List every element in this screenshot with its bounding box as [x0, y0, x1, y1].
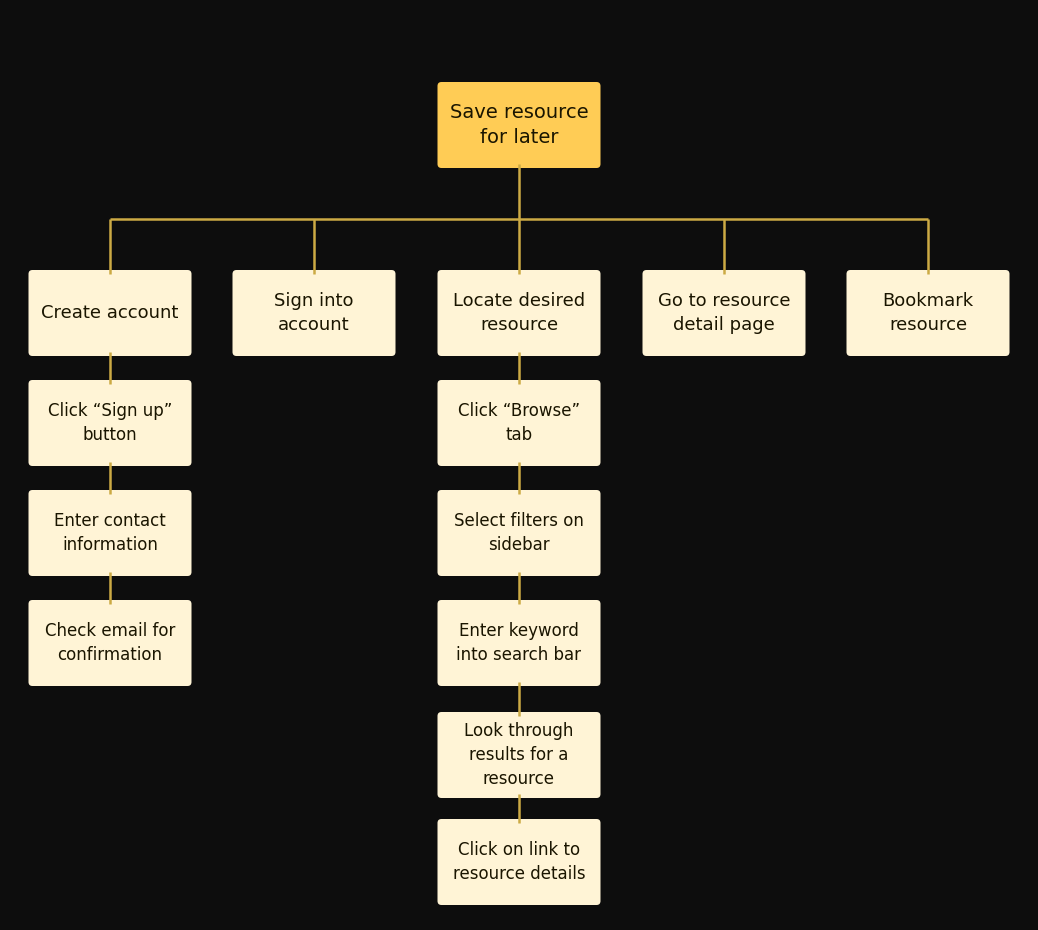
FancyBboxPatch shape: [437, 490, 601, 576]
Text: Save resource
for later: Save resource for later: [449, 103, 589, 147]
Text: Select filters on
sidebar: Select filters on sidebar: [454, 512, 584, 553]
Text: Bookmark
resource: Bookmark resource: [882, 292, 974, 334]
FancyBboxPatch shape: [437, 819, 601, 905]
Text: Locate desired
resource: Locate desired resource: [453, 292, 585, 334]
FancyBboxPatch shape: [28, 380, 191, 466]
Text: Click “Sign up”
button: Click “Sign up” button: [48, 402, 172, 444]
Text: Create account: Create account: [42, 304, 179, 322]
FancyBboxPatch shape: [437, 712, 601, 798]
FancyBboxPatch shape: [437, 82, 601, 168]
Text: Enter contact
information: Enter contact information: [54, 512, 166, 553]
FancyBboxPatch shape: [28, 490, 191, 576]
FancyBboxPatch shape: [847, 270, 1010, 356]
FancyBboxPatch shape: [28, 270, 191, 356]
Text: Sign into
account: Sign into account: [274, 292, 354, 334]
FancyBboxPatch shape: [28, 600, 191, 686]
FancyBboxPatch shape: [643, 270, 805, 356]
Text: Check email for
confirmation: Check email for confirmation: [45, 622, 175, 664]
Text: Enter keyword
into search bar: Enter keyword into search bar: [457, 622, 581, 664]
FancyBboxPatch shape: [233, 270, 395, 356]
FancyBboxPatch shape: [437, 600, 601, 686]
FancyBboxPatch shape: [437, 380, 601, 466]
FancyBboxPatch shape: [437, 270, 601, 356]
Text: Go to resource
detail page: Go to resource detail page: [658, 292, 790, 334]
Text: Look through
results for a
resource: Look through results for a resource: [464, 723, 574, 788]
Text: Click on link to
resource details: Click on link to resource details: [453, 842, 585, 883]
Text: Click “Browse”
tab: Click “Browse” tab: [458, 402, 580, 444]
